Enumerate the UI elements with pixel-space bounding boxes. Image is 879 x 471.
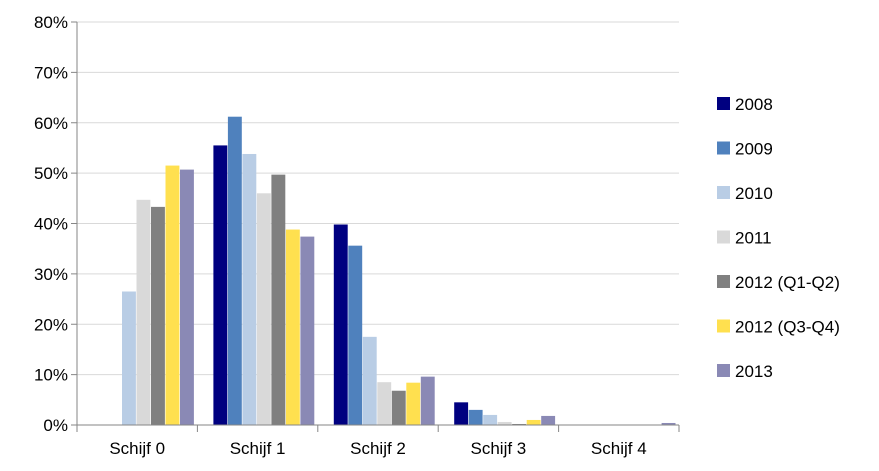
legend-label: 2009 — [735, 140, 773, 159]
bar-2010-schijf-0 — [122, 291, 136, 425]
bar-2011-schijf-1 — [256, 193, 271, 425]
legend-swatch — [717, 186, 730, 199]
legend-swatch — [717, 230, 730, 244]
bars — [122, 116, 676, 426]
legend-swatch — [717, 275, 730, 288]
bar-2013-schijf-4 — [661, 422, 676, 425]
legend-label: 2012 (Q1-Q2) — [735, 273, 840, 292]
y-tick-label: 10% — [34, 366, 68, 385]
legend-swatch — [717, 97, 730, 110]
y-tick-label: 0% — [43, 416, 68, 435]
legend-label: 2011 — [735, 229, 772, 248]
bar-2008-schijf-2 — [333, 224, 348, 425]
x-tick-label: Schijf 0 — [109, 439, 165, 458]
y-tick-label: 80% — [34, 13, 68, 32]
x-tick-label: Schijf 1 — [230, 439, 286, 458]
bar-2012-q1-q2-schijf-3 — [512, 423, 527, 425]
y-tick-label: 30% — [34, 265, 68, 284]
legend-swatch — [717, 141, 730, 155]
y-tick-label: 40% — [34, 215, 68, 234]
bar-2012-q3-q4-schijf-2 — [406, 382, 421, 425]
bar-2009-schijf-2 — [348, 245, 363, 425]
y-tick-label: 20% — [34, 315, 68, 334]
bar-2012-q3-q4-schijf-0 — [165, 165, 180, 425]
legend: 2008 2009 2010 2011 2012 (Q1-Q2) 2012 (Q3-Q4)… — [717, 95, 840, 381]
legend-label: 2013 — [735, 362, 773, 381]
y-tick-label: 50% — [34, 164, 68, 183]
x-tick-label: Schijf 4 — [591, 439, 647, 458]
bar-2010-schijf-3 — [483, 414, 498, 425]
bar-2011-schijf-2 — [377, 382, 392, 425]
bar-2012-q3-q4-schijf-3 — [526, 419, 541, 425]
legend-swatch — [717, 364, 730, 377]
bar-2012-q1-q2-schijf-2 — [391, 390, 406, 425]
bar-2010-schijf-2 — [362, 336, 377, 425]
bar-2011-schijf-0 — [136, 199, 151, 425]
legend-label: 2012 (Q3-Q4) — [735, 318, 840, 337]
y-axis: 0% 10% 20% 30% 40% 50% 60% 70% 80% — [34, 13, 78, 435]
legend-swatch — [717, 319, 730, 333]
legend-label: 2008 — [735, 95, 773, 114]
bar-2012-q1-q2-schijf-0 — [151, 206, 165, 425]
y-tick-label: 70% — [34, 63, 68, 82]
bar-2009-schijf-1 — [227, 116, 242, 425]
x-axis: Schijf 0 Schijf 1 Schijf 2 Schijf 3 Schijf 4 — [76, 424, 680, 458]
x-tick-label: Schijf 2 — [350, 439, 406, 458]
bar-2012-q3-q4-schijf-1 — [285, 229, 300, 425]
bar-2012-q1-q2-schijf-1 — [271, 174, 286, 425]
bar-2011-schijf-3 — [497, 421, 512, 425]
bar-2010-schijf-1 — [242, 153, 257, 426]
bar-2008-schijf-3 — [454, 402, 469, 425]
y-tick-label: 60% — [34, 114, 68, 133]
bar-2013-schijf-1 — [300, 236, 315, 425]
legend-label: 2010 — [735, 184, 773, 203]
bar-2013-schijf-2 — [420, 376, 435, 425]
bar-2013-schijf-3 — [541, 415, 556, 425]
x-tick-label: Schijf 3 — [471, 439, 527, 458]
bar-2013-schijf-0 — [180, 169, 194, 425]
bar-2009-schijf-3 — [468, 409, 483, 425]
bar-2008-schijf-1 — [213, 145, 228, 425]
